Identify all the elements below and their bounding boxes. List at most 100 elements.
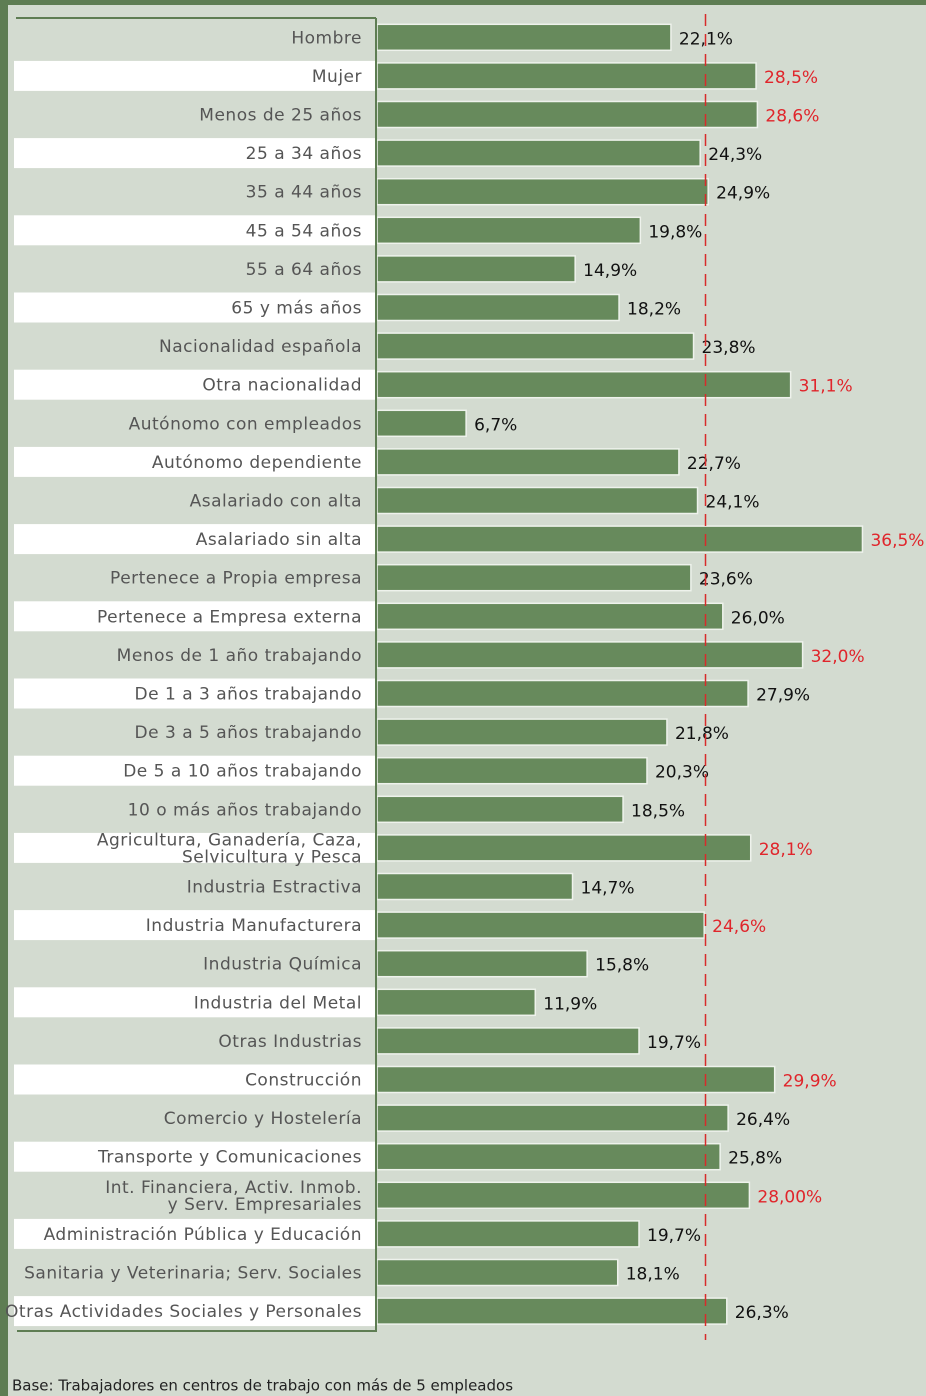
data-label: 18,5% bbox=[631, 801, 685, 821]
bar bbox=[376, 872, 574, 901]
y-tick-label: Menos de 1 año trabajando bbox=[117, 646, 362, 666]
data-label: 26,4% bbox=[736, 1110, 790, 1130]
y-tick-label: 55 a 64 años bbox=[246, 260, 362, 280]
row-stripe bbox=[14, 910, 376, 941]
row-stripe bbox=[14, 1218, 376, 1249]
row-stripe bbox=[14, 524, 376, 555]
bar bbox=[376, 23, 672, 52]
row-stripe bbox=[14, 138, 376, 169]
bar bbox=[376, 100, 759, 129]
bar bbox=[376, 795, 624, 824]
bar bbox=[376, 177, 709, 206]
bar bbox=[376, 563, 692, 592]
data-label: 18,1% bbox=[626, 1265, 680, 1285]
data-label: 27,9% bbox=[756, 686, 810, 706]
left-strip bbox=[0, 0, 8, 1396]
data-label: 32,0% bbox=[811, 647, 865, 667]
bar bbox=[376, 409, 467, 438]
data-label: 22,7% bbox=[687, 454, 741, 474]
data-label: 19,8% bbox=[648, 222, 702, 242]
bar bbox=[376, 1258, 619, 1287]
y-tick-label: 10 o más años trabajando bbox=[128, 800, 362, 820]
row-stripe bbox=[14, 292, 376, 323]
y-tick-label: Menos de 25 años bbox=[199, 106, 362, 126]
bar bbox=[376, 370, 792, 399]
y-tick-label: Comercio y Hostelería bbox=[164, 1109, 362, 1129]
bar bbox=[376, 988, 537, 1017]
y-tick-label: Agricultura, Ganadería, Caza, Selvicultur… bbox=[97, 830, 362, 867]
bar bbox=[376, 911, 705, 939]
data-label: 15,8% bbox=[595, 956, 649, 976]
row-stripe bbox=[14, 832, 376, 863]
data-label: 24,1% bbox=[706, 493, 760, 513]
row-stripe bbox=[14, 60, 376, 91]
data-label: 25,8% bbox=[728, 1149, 782, 1169]
y-tick-label: Industria del Metal bbox=[194, 993, 362, 1013]
data-label: 23,6% bbox=[699, 570, 753, 590]
y-tick-label: Industria Química bbox=[203, 955, 362, 975]
data-label: 19,7% bbox=[647, 1033, 701, 1053]
y-tick-label: Hombre bbox=[291, 28, 362, 48]
y-tick-label: 35 a 44 años bbox=[246, 183, 362, 203]
bar bbox=[376, 293, 620, 322]
bar bbox=[376, 641, 804, 669]
y-tick-label: 45 a 54 años bbox=[246, 221, 362, 241]
bar bbox=[376, 62, 757, 90]
y-tick-label: Pertenece a Propia empresa bbox=[110, 569, 362, 589]
y-tick-label: De 3 a 5 años trabajando bbox=[135, 723, 362, 743]
data-label: 18,2% bbox=[627, 300, 681, 320]
bar bbox=[376, 1065, 776, 1094]
y-tick-label: Autónomo dependiente bbox=[152, 453, 362, 473]
y-tick-label: Pertenece a Empresa externa bbox=[97, 607, 362, 627]
data-label: 31,1% bbox=[799, 377, 853, 397]
bar bbox=[376, 602, 724, 631]
bar bbox=[376, 139, 701, 167]
row-stripe bbox=[14, 1141, 376, 1172]
footnote: Base: Trabajadores en centros de trabajo… bbox=[12, 1377, 513, 1395]
y-tick-label: Int. Financiera, Activ. Inmob. y Serv. Em… bbox=[105, 1178, 362, 1215]
bar bbox=[376, 1181, 751, 1210]
data-label: 28,00% bbox=[757, 1187, 822, 1207]
bar bbox=[376, 718, 668, 746]
row-stripe bbox=[14, 678, 376, 709]
y-tick-label: De 5 a 10 años trabajando bbox=[123, 762, 362, 782]
bar bbox=[376, 332, 695, 360]
data-label: 26,3% bbox=[735, 1303, 789, 1323]
y-tick-label: Asalariado con alta bbox=[190, 492, 362, 512]
bar bbox=[376, 1297, 728, 1325]
row-stripe bbox=[14, 987, 376, 1018]
row-stripe bbox=[14, 601, 376, 632]
y-tick-label: Sanitaria y Veterinaria; Serv. Sociales bbox=[24, 1264, 362, 1284]
data-label: 24,9% bbox=[716, 184, 770, 204]
bar bbox=[376, 216, 642, 245]
y-tick-label: Autónomo con empleados bbox=[129, 414, 362, 434]
bar bbox=[376, 1142, 721, 1171]
y-tick-label: Industria Estractiva bbox=[187, 878, 362, 898]
y-tick-label: Mujer bbox=[312, 67, 362, 87]
y-tick-label: Nacionalidad española bbox=[159, 337, 362, 357]
data-label: 24,3% bbox=[708, 145, 762, 165]
bar bbox=[376, 525, 864, 553]
top-strip bbox=[0, 0, 926, 5]
row-stripe bbox=[14, 369, 376, 400]
data-label: 11,9% bbox=[543, 994, 597, 1014]
row-stripe bbox=[14, 215, 376, 246]
bar bbox=[376, 1220, 640, 1248]
y-tick-label: Otras Actividades Sociales y Personales bbox=[5, 1302, 362, 1322]
bar bbox=[376, 448, 680, 476]
bar bbox=[376, 1027, 640, 1055]
row-stripe bbox=[14, 1296, 376, 1327]
y-tick-label: De 1 a 3 años trabajando bbox=[135, 685, 362, 705]
data-label: 28,1% bbox=[759, 840, 813, 860]
y-tick-label: Otras Industrias bbox=[218, 1032, 362, 1052]
y-tick-label: 25 a 34 años bbox=[246, 144, 362, 164]
y-tick-label: Otra nacionalidad bbox=[202, 376, 362, 396]
data-label: 28,5% bbox=[764, 68, 818, 88]
row-stripe bbox=[14, 446, 376, 477]
data-label: 26,0% bbox=[731, 608, 785, 628]
data-label: 14,9% bbox=[583, 261, 637, 281]
data-label: 24,6% bbox=[712, 917, 766, 937]
bar bbox=[376, 1104, 729, 1132]
data-label: 36,5% bbox=[870, 531, 924, 551]
data-label: 6,7% bbox=[474, 415, 517, 435]
